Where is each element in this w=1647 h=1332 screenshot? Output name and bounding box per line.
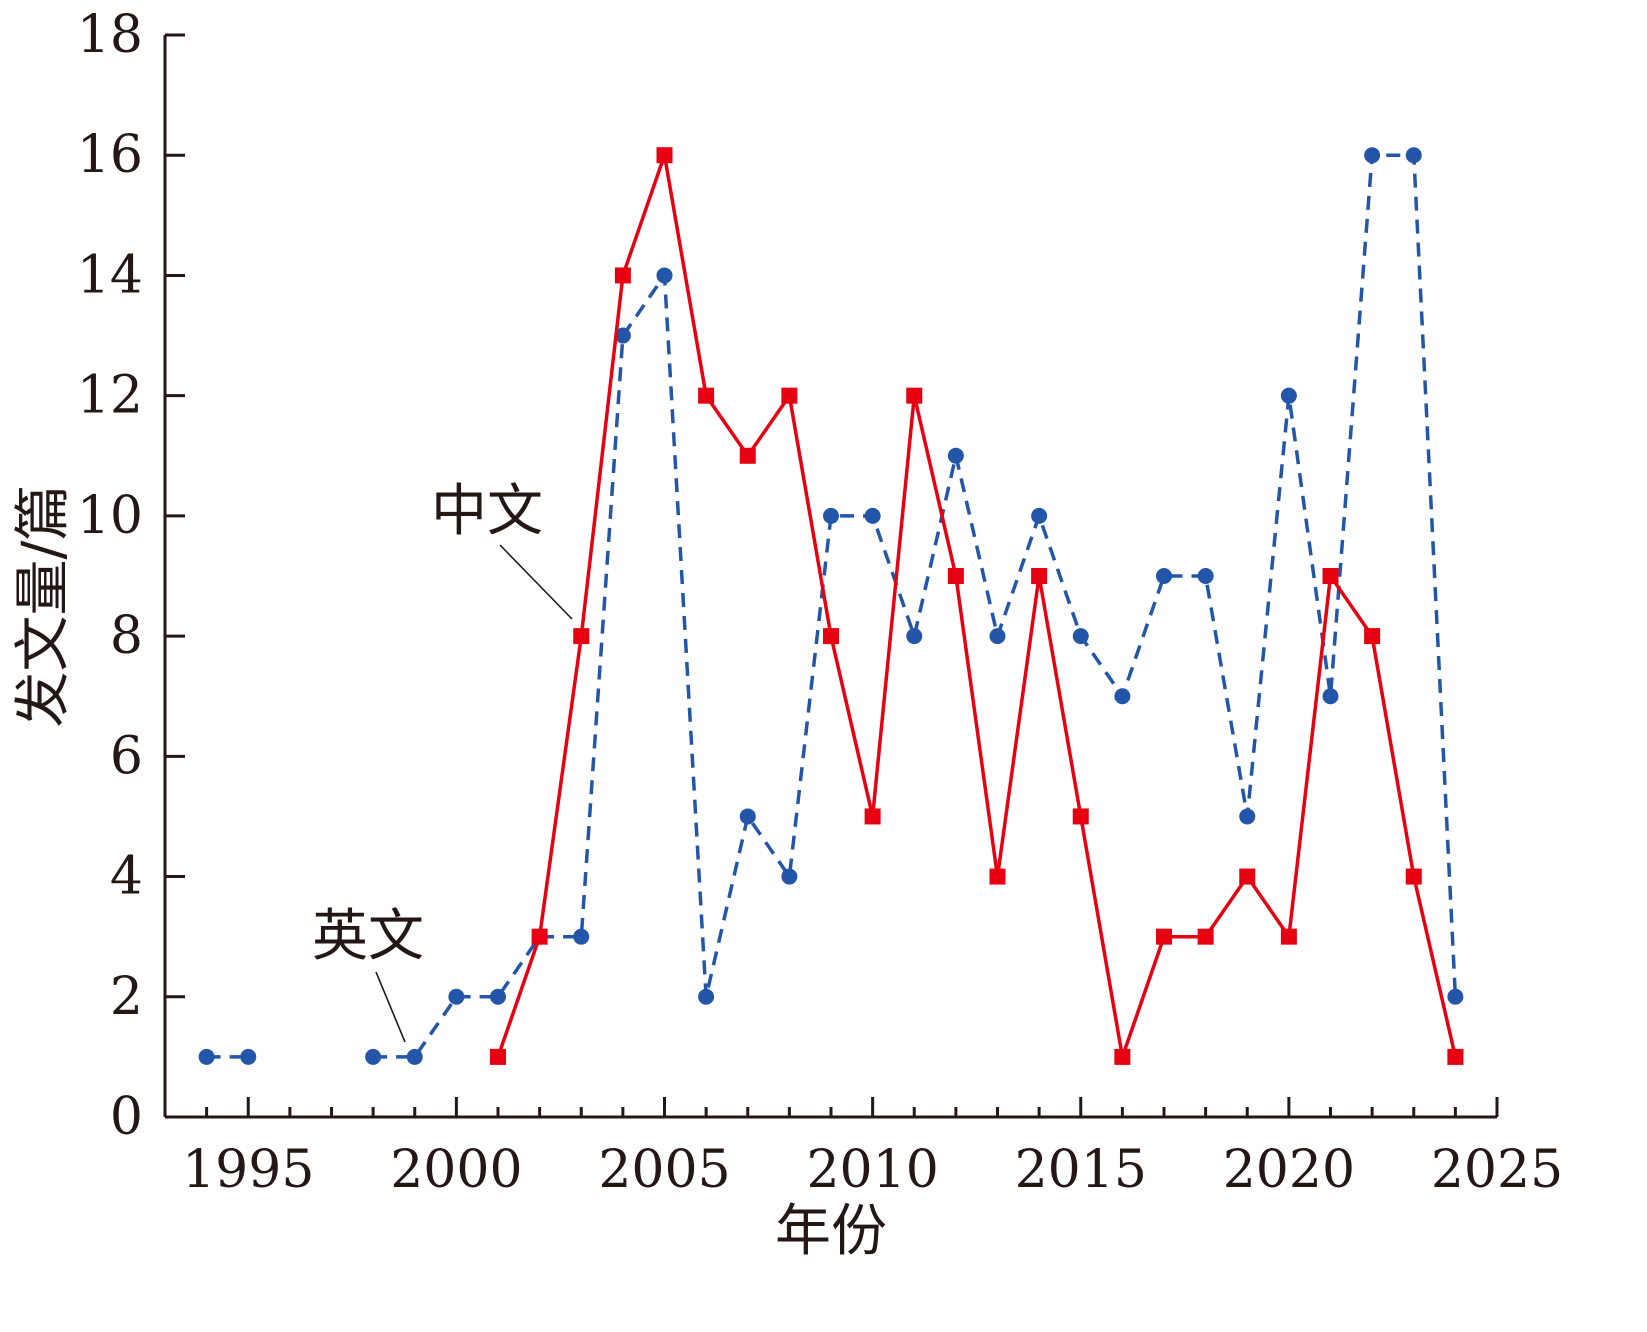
series-1 [490,147,1464,1065]
y-tick-label: 0 [110,1087,143,1147]
data-point [614,267,631,284]
data-point [573,928,590,945]
series-line [373,153,1458,1059]
data-point [1405,868,1422,885]
data-point [947,447,964,464]
data-point [1114,1048,1131,1065]
y-axis-title: 发文量/篇 [11,485,76,728]
data-point [1031,568,1048,584]
data-point [1156,568,1172,584]
data-point [906,628,923,645]
data-point [698,387,715,404]
data-point [864,507,881,524]
data-point [1447,988,1464,1005]
data-point [989,868,1006,885]
data-point [1114,688,1131,705]
data-point [864,808,881,825]
data-point [1031,507,1048,524]
annotation-leader-line [499,544,573,620]
data-point [406,1048,423,1065]
data-point [906,387,923,404]
ticks: 0 2 4 6 8 10 12 14 16 18 1995 2000 2005 2010 2015 2020 2… [77,5,1563,1200]
data-point [947,568,964,584]
data-point [1280,928,1297,945]
data-point [1280,387,1297,404]
data-point [1322,688,1339,705]
y-tick-label: 18 [77,5,143,65]
data-point [614,327,631,344]
data-point [781,868,798,885]
data-point [1197,568,1214,584]
data-point [989,628,1006,645]
series-label: 中文 [431,479,543,544]
y-tick-label: 2 [110,967,143,1027]
data-point [739,808,756,825]
data-point [365,1048,382,1065]
data-point [656,267,673,284]
x-tick-label: 2015 [1015,1140,1147,1200]
x-tick-label: 2025 [1431,1140,1563,1200]
data-point [490,1048,506,1065]
data-point [198,1048,215,1065]
data-point [1364,147,1381,164]
y-tick-label: 14 [77,245,143,305]
y-tick-label: 6 [110,726,143,786]
data-point [1239,808,1256,825]
series-layer [198,147,1464,1065]
series-0 [198,147,1464,1065]
y-tick-label: 4 [110,847,143,907]
data-point [448,988,465,1005]
x-tick-label: 2005 [598,1140,730,1200]
y-tick-label: 12 [77,366,143,426]
data-point [781,387,798,404]
y-tick-label: 10 [77,486,143,546]
data-point [698,988,715,1005]
data-point [1364,628,1381,645]
data-point [739,447,756,464]
data-point [656,147,673,164]
x-tick-label: 1995 [182,1140,314,1200]
data-point [823,628,839,645]
annotation-leader-line [375,971,406,1043]
series-line [496,153,1458,1059]
data-point [573,628,590,645]
x-tick-label: 2010 [806,1140,938,1200]
data-point [1405,147,1422,164]
y-tick-label: 16 [77,125,143,185]
data-point [1322,568,1339,584]
data-point [490,988,506,1005]
x-axis-title: 年份 [775,1199,887,1264]
data-point [1156,928,1172,945]
data-point [1072,628,1089,645]
data-point [1197,928,1214,945]
data-point [531,928,548,945]
x-tick-label: 2000 [390,1140,522,1200]
y-tick-label: 8 [110,606,143,666]
data-point [240,1048,257,1065]
data-point [1072,808,1089,825]
x-tick-label: 2020 [1223,1140,1355,1200]
series-label: 英文 [312,904,424,969]
data-point [1239,868,1256,885]
data-point [1447,1048,1464,1065]
data-point [823,507,839,524]
